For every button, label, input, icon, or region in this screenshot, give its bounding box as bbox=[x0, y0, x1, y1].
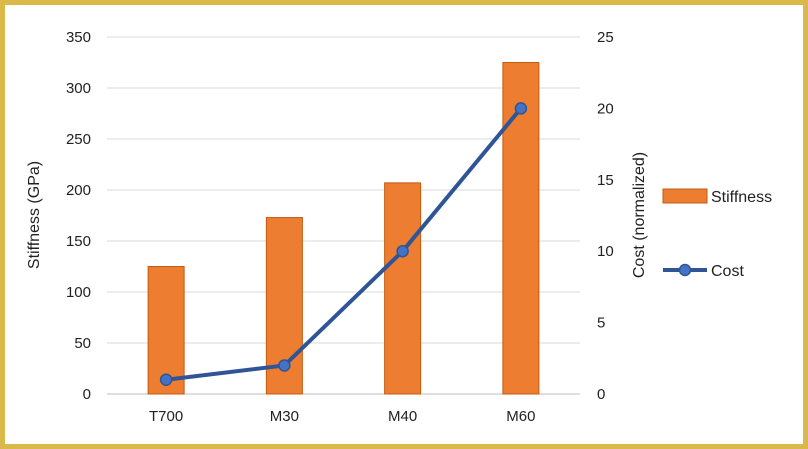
right-tick-label: 15 bbox=[597, 172, 614, 189]
left-tick-label: 50 bbox=[74, 335, 91, 352]
right-tick-label: 20 bbox=[597, 100, 614, 117]
legend-marker-cost bbox=[678, 263, 692, 277]
right-axis-title: Cost (normalized) bbox=[631, 152, 648, 278]
left-tick-label: 300 bbox=[66, 80, 91, 97]
category-tick-label: T700 bbox=[149, 408, 183, 425]
bar-T700 bbox=[147, 266, 185, 395]
left-tick-label: 350 bbox=[66, 29, 91, 46]
category-tick-label: M30 bbox=[270, 408, 299, 425]
cost-point-T700 bbox=[159, 373, 173, 386]
right-tick-label: 5 bbox=[597, 315, 605, 332]
cost-line bbox=[165, 107, 523, 382]
category-tick-label: M40 bbox=[388, 408, 417, 425]
category-tick-label: M60 bbox=[506, 408, 535, 425]
left-tick-label: 200 bbox=[66, 182, 91, 199]
left-tick-label: 250 bbox=[66, 131, 91, 148]
stiffness-bars bbox=[147, 62, 540, 395]
legend-label-cost: Cost bbox=[711, 263, 744, 280]
right-tick-label: 25 bbox=[597, 29, 614, 46]
legend-label-stiffness: Stiffness bbox=[711, 189, 772, 206]
bar-M60 bbox=[502, 62, 540, 395]
left-axis-ticks: 0 50 100 150 200 250 300 350 bbox=[66, 29, 91, 403]
left-tick-label: 150 bbox=[66, 233, 91, 250]
bar-M40 bbox=[384, 182, 422, 395]
legend: Stiffness Cost bbox=[662, 188, 772, 280]
right-tick-label: 10 bbox=[597, 243, 614, 260]
left-axis-title: Stiffness (GPa) bbox=[26, 161, 43, 269]
left-tick-label: 0 bbox=[83, 386, 91, 403]
category-axis-ticks: T700 M30 M40 M60 bbox=[149, 408, 535, 425]
cost-point-M60 bbox=[514, 102, 528, 115]
gridlines bbox=[107, 36, 580, 395]
cost-point-M40 bbox=[396, 244, 409, 258]
right-tick-label: 0 bbox=[597, 386, 605, 403]
right-axis-ticks: 0 5 10 15 20 25 bbox=[597, 29, 614, 403]
legend-swatch-stiffness bbox=[662, 188, 708, 204]
cost-line-series bbox=[159, 102, 528, 386]
left-tick-label: 100 bbox=[66, 284, 91, 301]
cost-point-M30 bbox=[278, 359, 291, 372]
